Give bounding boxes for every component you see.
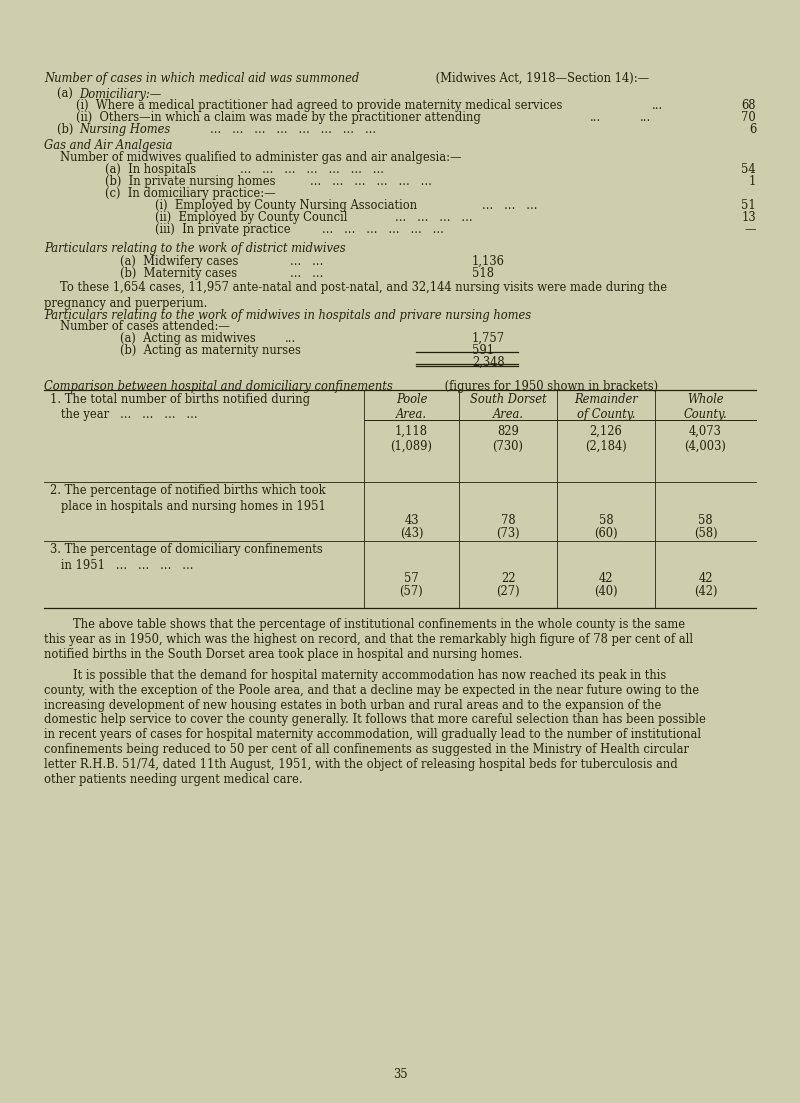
Text: 2,126: 2,126 [590,425,622,438]
Text: 22: 22 [501,571,515,585]
Text: ...   ...   ...   ...   ...   ...   ...: ... ... ... ... ... ... ... [240,163,384,176]
Text: (a)  Acting as midwives: (a) Acting as midwives [120,332,256,344]
Text: (b)  In private nursing homes: (b) In private nursing homes [105,175,275,188]
Text: ...   ...   ...   ...   ...   ...: ... ... ... ... ... ... [310,175,432,188]
Text: It is possible that the demand for hospital maternity accommodation has now reac: It is possible that the demand for hospi… [44,670,666,682]
Text: letter R.H.B. 51/74, dated 11th August, 1951, with the object of releasing hospi: letter R.H.B. 51/74, dated 11th August, … [44,758,678,771]
Text: in recent years of cases for hospital maternity accommodation, will gradually le: in recent years of cases for hospital ma… [44,728,701,741]
Text: ...   ...   ...: ... ... ... [482,199,538,212]
Text: other patients needing urgent medical care.: other patients needing urgent medical ca… [44,772,302,785]
Text: 35: 35 [393,1068,407,1081]
Text: (2,184): (2,184) [585,439,627,452]
Text: (ii)  Others—in which a claim was made by the practitioner attending: (ii) Others—in which a claim was made by… [76,111,481,124]
Text: (1,089): (1,089) [390,439,433,452]
Text: 58: 58 [698,514,713,527]
Text: ...   ...: ... ... [290,255,323,268]
Text: 42: 42 [598,571,614,585]
Text: 2. The percentage of notified births which took: 2. The percentage of notified births whi… [50,484,326,497]
Text: ...   ...: ... ... [290,267,323,279]
Text: the year   ...   ...   ...   ...: the year ... ... ... ... [50,408,198,421]
Text: 6: 6 [749,124,756,136]
Text: 51: 51 [742,199,756,212]
Text: (Midwives Act, 1918—Section 14):—: (Midwives Act, 1918—Section 14):— [431,72,649,85]
Text: ...   ...   ...   ...   ...   ...: ... ... ... ... ... ... [322,223,444,236]
Text: 78: 78 [501,514,515,527]
Text: 1,118: 1,118 [395,425,428,438]
Text: 57: 57 [404,571,419,585]
Text: 518: 518 [472,267,494,279]
Text: county, with the exception of the Poole area, and that a decline may be expected: county, with the exception of the Poole … [44,684,699,697]
Text: 43: 43 [404,514,418,527]
Text: 68: 68 [742,99,756,113]
Text: (ii)  Employed by County Council: (ii) Employed by County Council [155,211,347,224]
Text: (i)  Where a medical practitioner had agreed to provide maternity medical servic: (i) Where a medical practitioner had agr… [76,99,562,113]
Text: (57): (57) [400,585,423,598]
Text: (73): (73) [496,526,520,539]
Text: (43): (43) [400,526,423,539]
Text: confinements being reduced to 50 per cent of all confinements as suggested in th: confinements being reduced to 50 per cen… [44,743,689,756]
Text: (a)  In hospitals: (a) In hospitals [105,163,196,176]
Text: South Dorset
Area.: South Dorset Area. [470,393,546,421]
Text: place in hospitals and nursing homes in 1951: place in hospitals and nursing homes in … [50,500,326,513]
Text: (figures for 1950 shown in brackets): (figures for 1950 shown in brackets) [441,379,658,393]
Text: Remainder
of County.: Remainder of County. [574,393,638,421]
Text: ...: ... [590,111,602,124]
Text: (i)  Employed by County Nursing Association: (i) Employed by County Nursing Associati… [155,199,417,212]
Text: domestic help service to cover the county generally. It follows that more carefu: domestic help service to cover the count… [44,714,706,727]
Text: 42: 42 [698,571,713,585]
Text: Domiciliary:—: Domiciliary:— [79,87,162,100]
Text: increasing development of new housing estates in both urban and rural areas and : increasing development of new housing es… [44,698,662,711]
Text: (a): (a) [57,87,80,100]
Text: 1. The total number of births notified during: 1. The total number of births notified d… [50,393,310,406]
Text: Poole
Area.: Poole Area. [396,393,427,421]
Text: (60): (60) [594,526,618,539]
Text: Comparison between hospital and domiciliary confinements: Comparison between hospital and domicili… [44,379,393,393]
Text: 13: 13 [742,211,756,224]
Text: 1,757: 1,757 [472,332,505,344]
Text: 1: 1 [749,175,756,188]
Text: notified births in the South Dorset area took place in hospital and nursing home: notified births in the South Dorset area… [44,647,522,661]
Text: Number of cases in which medical aid was summoned: Number of cases in which medical aid was… [44,72,359,85]
Text: (40): (40) [594,585,618,598]
Text: (b)  Acting as maternity nurses: (b) Acting as maternity nurses [120,343,301,356]
Text: The above table shows that the percentage of institutional confinements in the w: The above table shows that the percentag… [44,618,685,631]
Text: ...   ...   ...   ...   ...   ...   ...   ...: ... ... ... ... ... ... ... ... [210,124,376,136]
Text: 1,136: 1,136 [472,255,505,268]
Text: 2,348: 2,348 [472,355,505,368]
Text: Particulars relating to the work of district midwives: Particulars relating to the work of dist… [44,242,346,255]
Text: 4,073: 4,073 [689,425,722,438]
Text: in 1951   ...   ...   ...   ...: in 1951 ... ... ... ... [50,558,194,571]
Text: (b)  Maternity cases: (b) Maternity cases [120,267,237,279]
Text: Nursing Homes: Nursing Homes [79,124,170,136]
Text: ...: ... [285,332,296,344]
Text: 70: 70 [742,111,756,124]
Text: ...   ...   ...   ...: ... ... ... ... [395,211,473,224]
Text: ...: ... [652,99,663,113]
Text: Gas and Air Analgesia: Gas and Air Analgesia [44,139,173,152]
Text: (58): (58) [694,526,718,539]
Text: To these 1,654 cases, 11,957 ante-natal and post-natal, and 32,144 nursing visit: To these 1,654 cases, 11,957 ante-natal … [60,281,667,295]
Text: (a)  Midwifery cases: (a) Midwifery cases [120,255,238,268]
Text: (c)  In domiciliary practice:—: (c) In domiciliary practice:— [105,188,276,200]
Text: 829: 829 [497,425,519,438]
Text: —: — [745,223,756,236]
Text: (iii)  In private practice: (iii) In private practice [155,223,290,236]
Text: 3. The percentage of domiciliary confinements: 3. The percentage of domiciliary confine… [50,543,322,556]
Text: ...: ... [640,111,651,124]
Text: 58: 58 [598,514,614,527]
Text: Whole
County.: Whole County. [684,393,727,421]
Text: 54: 54 [742,163,756,176]
Text: this year as in 1950, which was the highest on record, and that the remarkably h: this year as in 1950, which was the high… [44,633,693,645]
Text: (42): (42) [694,585,718,598]
Text: (27): (27) [496,585,520,598]
Text: (4,003): (4,003) [685,439,726,452]
Text: Particulars relating to the work of midwives in hospitals and privare nursing ho: Particulars relating to the work of midw… [44,309,531,322]
Text: (730): (730) [493,439,523,452]
Text: (b): (b) [57,124,81,136]
Text: 591: 591 [472,343,494,356]
Text: pregnancy and puerperium.: pregnancy and puerperium. [44,297,207,310]
Text: Number of cases attended:—: Number of cases attended:— [60,320,230,332]
Text: Number of midwives qualified to administer gas and air analgesia:—: Number of midwives qualified to administ… [60,151,462,164]
